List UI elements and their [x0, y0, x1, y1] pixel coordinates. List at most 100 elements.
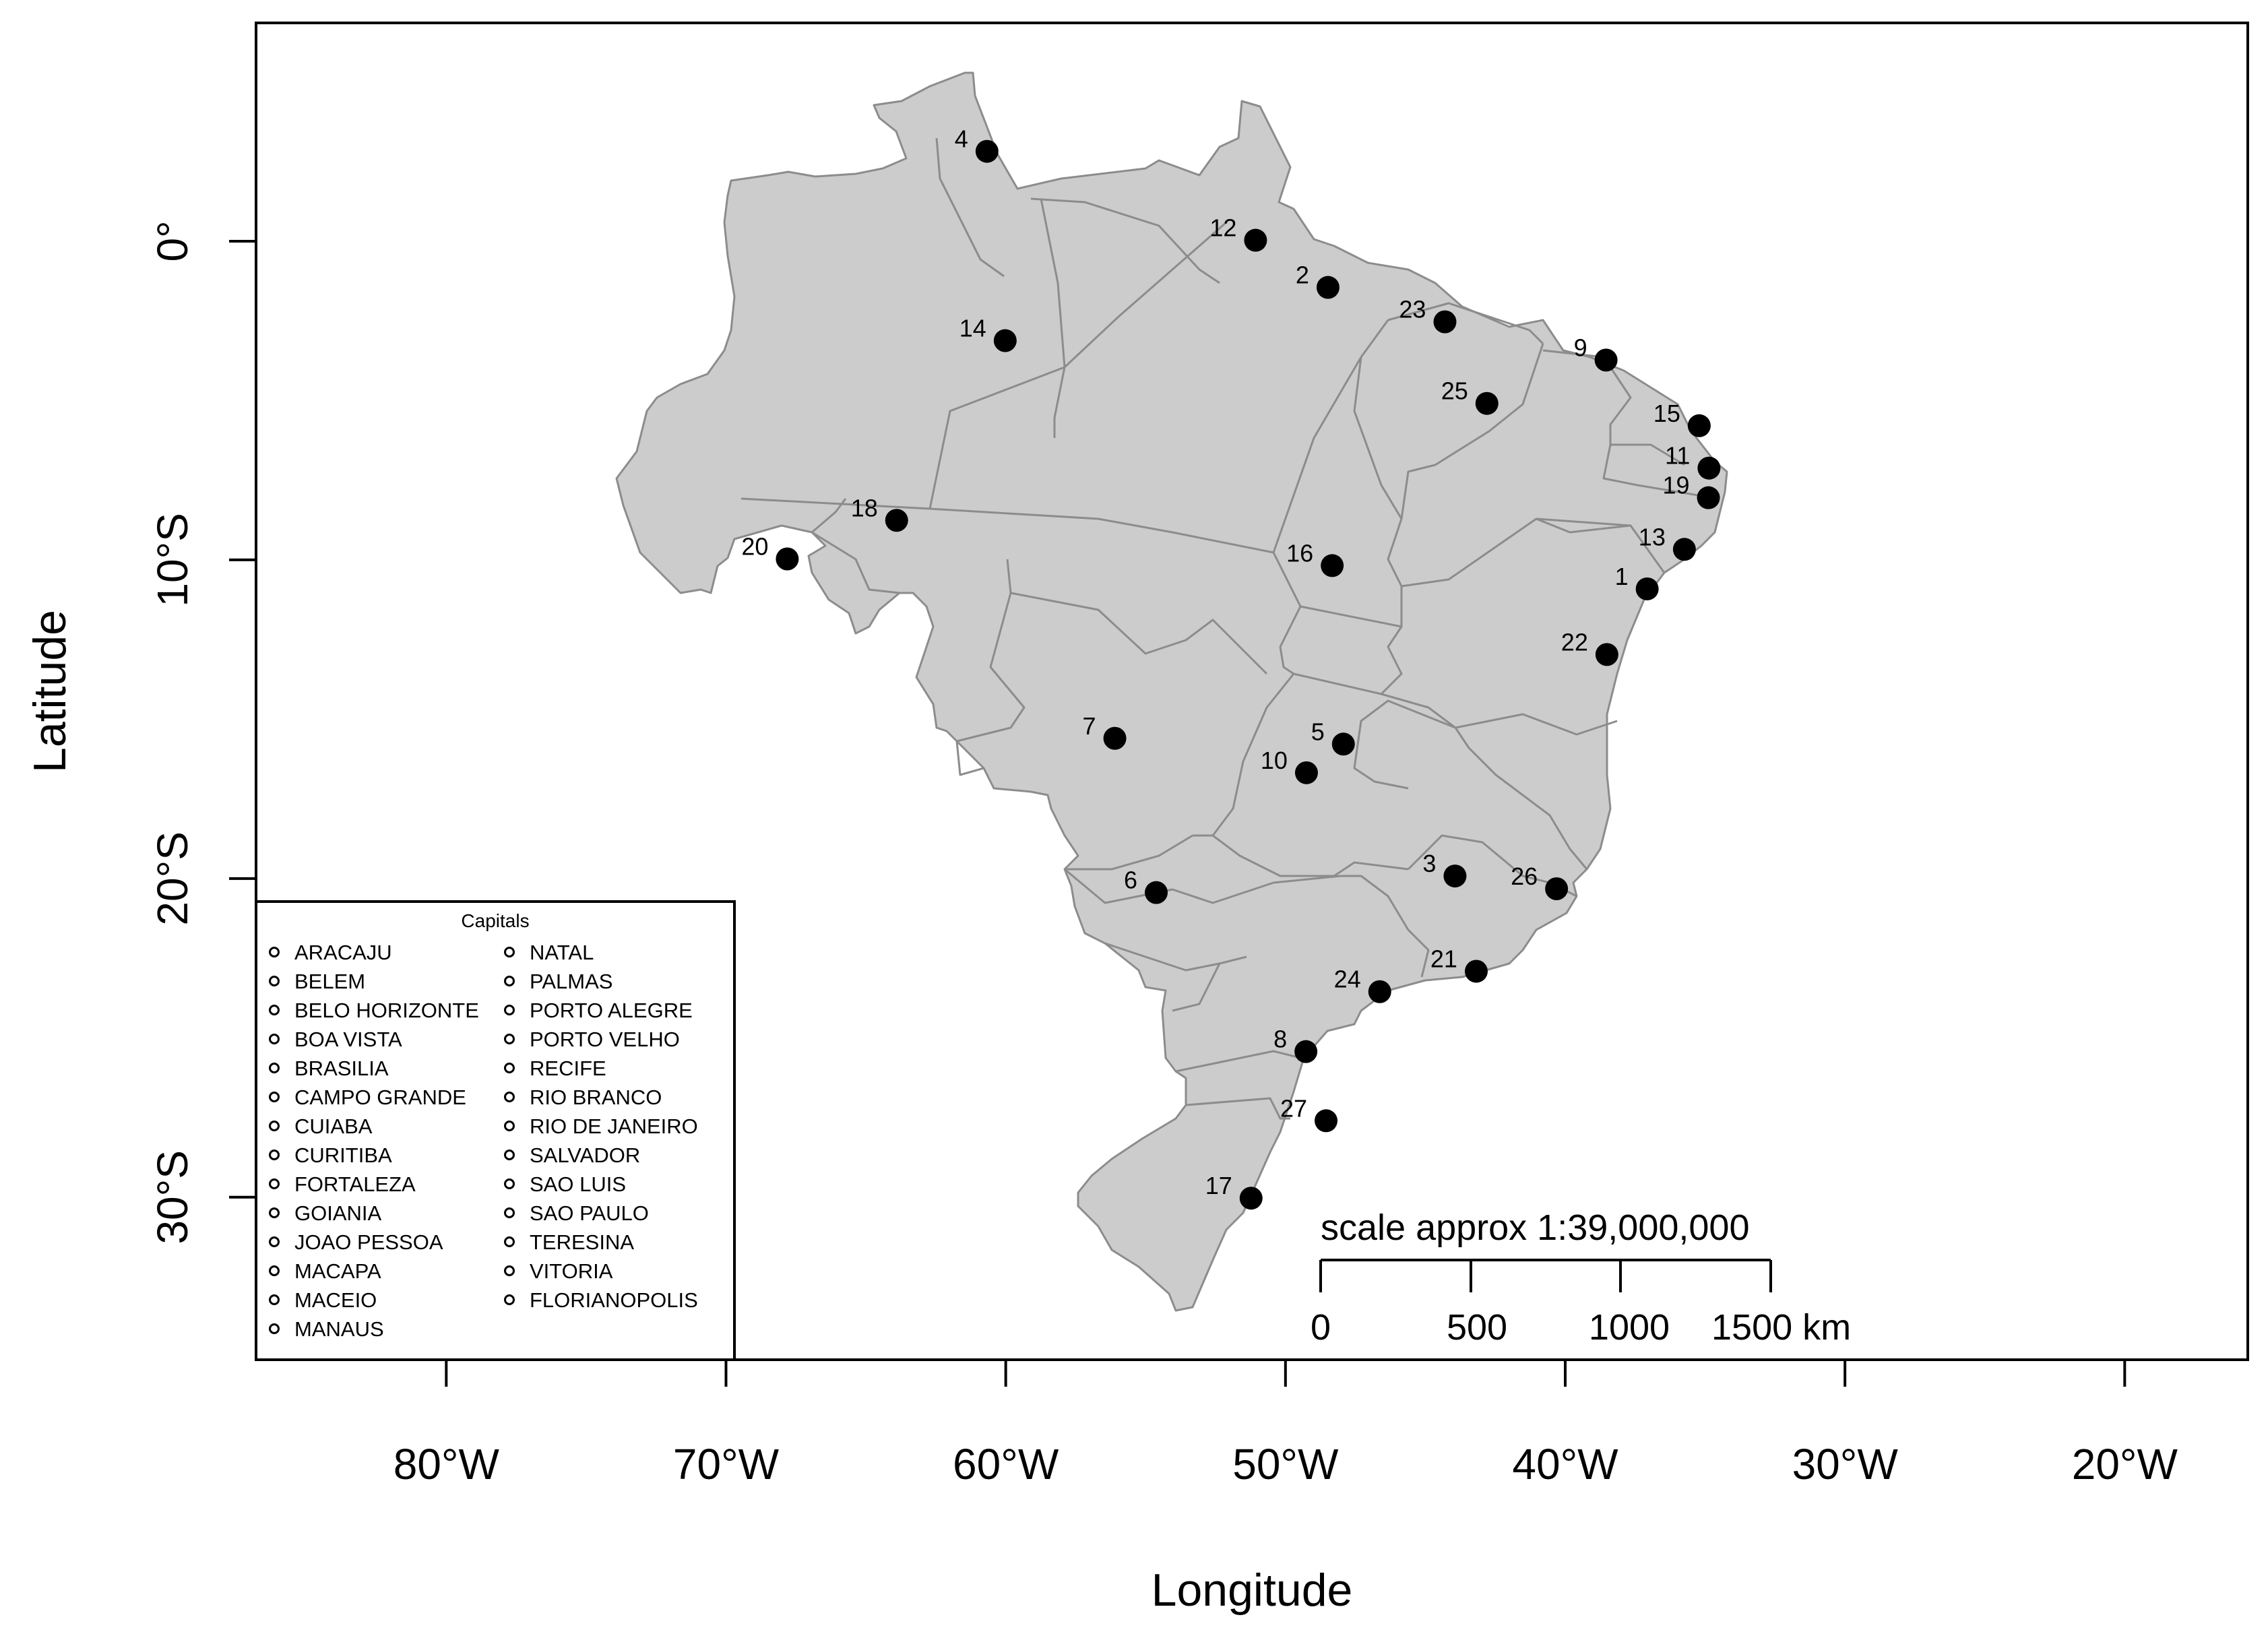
- city-point: [1475, 391, 1499, 415]
- legend-entry: BRASILIA: [294, 1057, 389, 1080]
- city-point: [1697, 456, 1721, 480]
- city-number-label: 14: [959, 315, 986, 342]
- y-axis-title: Latitude: [24, 610, 75, 773]
- legend-marker: [504, 1294, 515, 1305]
- plot-frame: [255, 22, 2249, 1361]
- legend-entry: CURITIBA: [294, 1143, 392, 1167]
- city-number-label: 7: [1083, 712, 1096, 740]
- city-point: [1103, 726, 1127, 750]
- city-point: [1294, 1040, 1318, 1063]
- city-point: [1672, 538, 1696, 561]
- legend-marker: [504, 976, 515, 986]
- legend-entry: MACEIO: [294, 1288, 377, 1312]
- city-number-label: 17: [1205, 1172, 1232, 1199]
- city-number-label: 23: [1399, 296, 1426, 323]
- brazil-land: [615, 71, 1728, 1312]
- city-number-label: 19: [1663, 472, 1690, 499]
- x-axis: 80°W 70°W 60°W 50°W 40°W 30°W 20°W: [393, 1360, 2178, 1488]
- scale-bar-label: 1000: [1589, 1307, 1670, 1348]
- land-layer: [615, 71, 1728, 1312]
- x-tick-label: 80°W: [393, 1440, 500, 1488]
- scale-bar-label: 500: [1447, 1307, 1507, 1348]
- city-number-label: 22: [1561, 628, 1588, 656]
- city-number-label: 6: [1124, 867, 1137, 894]
- legend-marker: [269, 1294, 280, 1305]
- city-number-label: 1: [1615, 563, 1629, 590]
- legend-entry: FORTALEZA: [294, 1172, 416, 1196]
- legend-entry: FLORIANOPOLIS: [530, 1288, 698, 1312]
- city-points: 1234567891011121314151617181920212223242…: [741, 125, 1721, 1210]
- legend-marker: [269, 1207, 280, 1218]
- city-point: [1545, 877, 1569, 900]
- legend-marker: [504, 947, 515, 957]
- city-number-label: 20: [741, 532, 768, 560]
- legend-marker: [504, 1121, 515, 1131]
- legend-marker: [269, 947, 280, 957]
- scale-bar-label: 0: [1311, 1307, 1331, 1348]
- city-number-label: 5: [1311, 718, 1325, 745]
- city-number-label: 15: [1653, 400, 1680, 427]
- city-number-label: 26: [1511, 862, 1538, 890]
- legend-marker: [504, 1034, 515, 1044]
- city-point: [975, 139, 999, 163]
- x-axis-title: Longitude: [1152, 1565, 1353, 1616]
- legend-marker: [504, 1150, 515, 1160]
- legend-marker: [504, 1236, 515, 1247]
- city-point: [1594, 348, 1618, 372]
- city-number-label: 16: [1286, 539, 1313, 567]
- city-number-label: 11: [1665, 442, 1690, 470]
- legend-entry: SAO PAULO: [530, 1201, 649, 1225]
- legend-entry: BOA VISTA: [294, 1028, 402, 1051]
- city-point: [1316, 276, 1340, 299]
- legend-marker: [504, 1005, 515, 1015]
- legend-marker: [269, 1178, 280, 1189]
- city-number-label: 12: [1209, 214, 1236, 242]
- legend-entry: PALMAS: [530, 970, 612, 993]
- city-number-label: 3: [1422, 850, 1436, 877]
- city-point: [1294, 761, 1318, 784]
- city-point: [1595, 643, 1618, 666]
- legend-marker: [269, 1265, 280, 1276]
- legend-marker: [504, 1063, 515, 1073]
- legend-entry: NATAL: [530, 941, 594, 964]
- legend-entry: MACAPA: [294, 1259, 381, 1283]
- city-point: [1368, 980, 1391, 1003]
- legend-entry: SALVADOR: [530, 1143, 640, 1167]
- legend-entry: VITORIA: [530, 1259, 613, 1283]
- city-number-label: 25: [1441, 377, 1468, 405]
- legend-marker: [269, 1236, 280, 1247]
- legend-entry: PORTO ALEGRE: [530, 999, 693, 1022]
- city-point: [1244, 228, 1267, 252]
- legend-marker: [269, 976, 280, 986]
- city-point: [885, 509, 908, 532]
- city-number-label: 21: [1430, 945, 1457, 972]
- legend-marker: [504, 1092, 515, 1102]
- legend-entry: JOAO PESSOA: [294, 1230, 443, 1254]
- legend-entry: BELO HORIZONTE: [294, 999, 479, 1022]
- legend-entry: BELEM: [294, 970, 365, 993]
- x-tick-label: 40°W: [1512, 1440, 1618, 1488]
- city-point: [776, 547, 799, 571]
- legend-entry: RIO DE JANEIRO: [530, 1114, 698, 1138]
- legend-entry: ARACAJU: [294, 941, 392, 964]
- legend-marker: [269, 1034, 280, 1044]
- legend-entry: TERESINA: [530, 1230, 634, 1254]
- legend-box: [255, 900, 736, 1361]
- legend-entry: PORTO VELHO: [530, 1028, 680, 1051]
- city-point: [1321, 554, 1344, 577]
- x-tick-label: 50°W: [1232, 1440, 1339, 1488]
- legend: Capitals ARACAJU BELEM BELO HORIZONTE BOA V…: [255, 900, 736, 1361]
- city-number-label: 9: [1574, 334, 1587, 361]
- legend-entry: MANAUS: [294, 1317, 384, 1341]
- legend-entry: RECIFE: [530, 1057, 606, 1080]
- legend-marker: [504, 1265, 515, 1276]
- legend-marker: [504, 1178, 515, 1189]
- city-number-label: 10: [1261, 747, 1288, 774]
- city-point: [1433, 310, 1457, 334]
- scale-bar-label: 1500 km: [1711, 1307, 1851, 1348]
- legend-entry: SAO LUIS: [530, 1172, 626, 1196]
- city-point: [1331, 732, 1355, 756]
- city-point: [1315, 1109, 1338, 1133]
- legend-column-2: NATAL PALMAS PORTO ALEGRE PORTO VELHO RECIFE…: [504, 941, 698, 1312]
